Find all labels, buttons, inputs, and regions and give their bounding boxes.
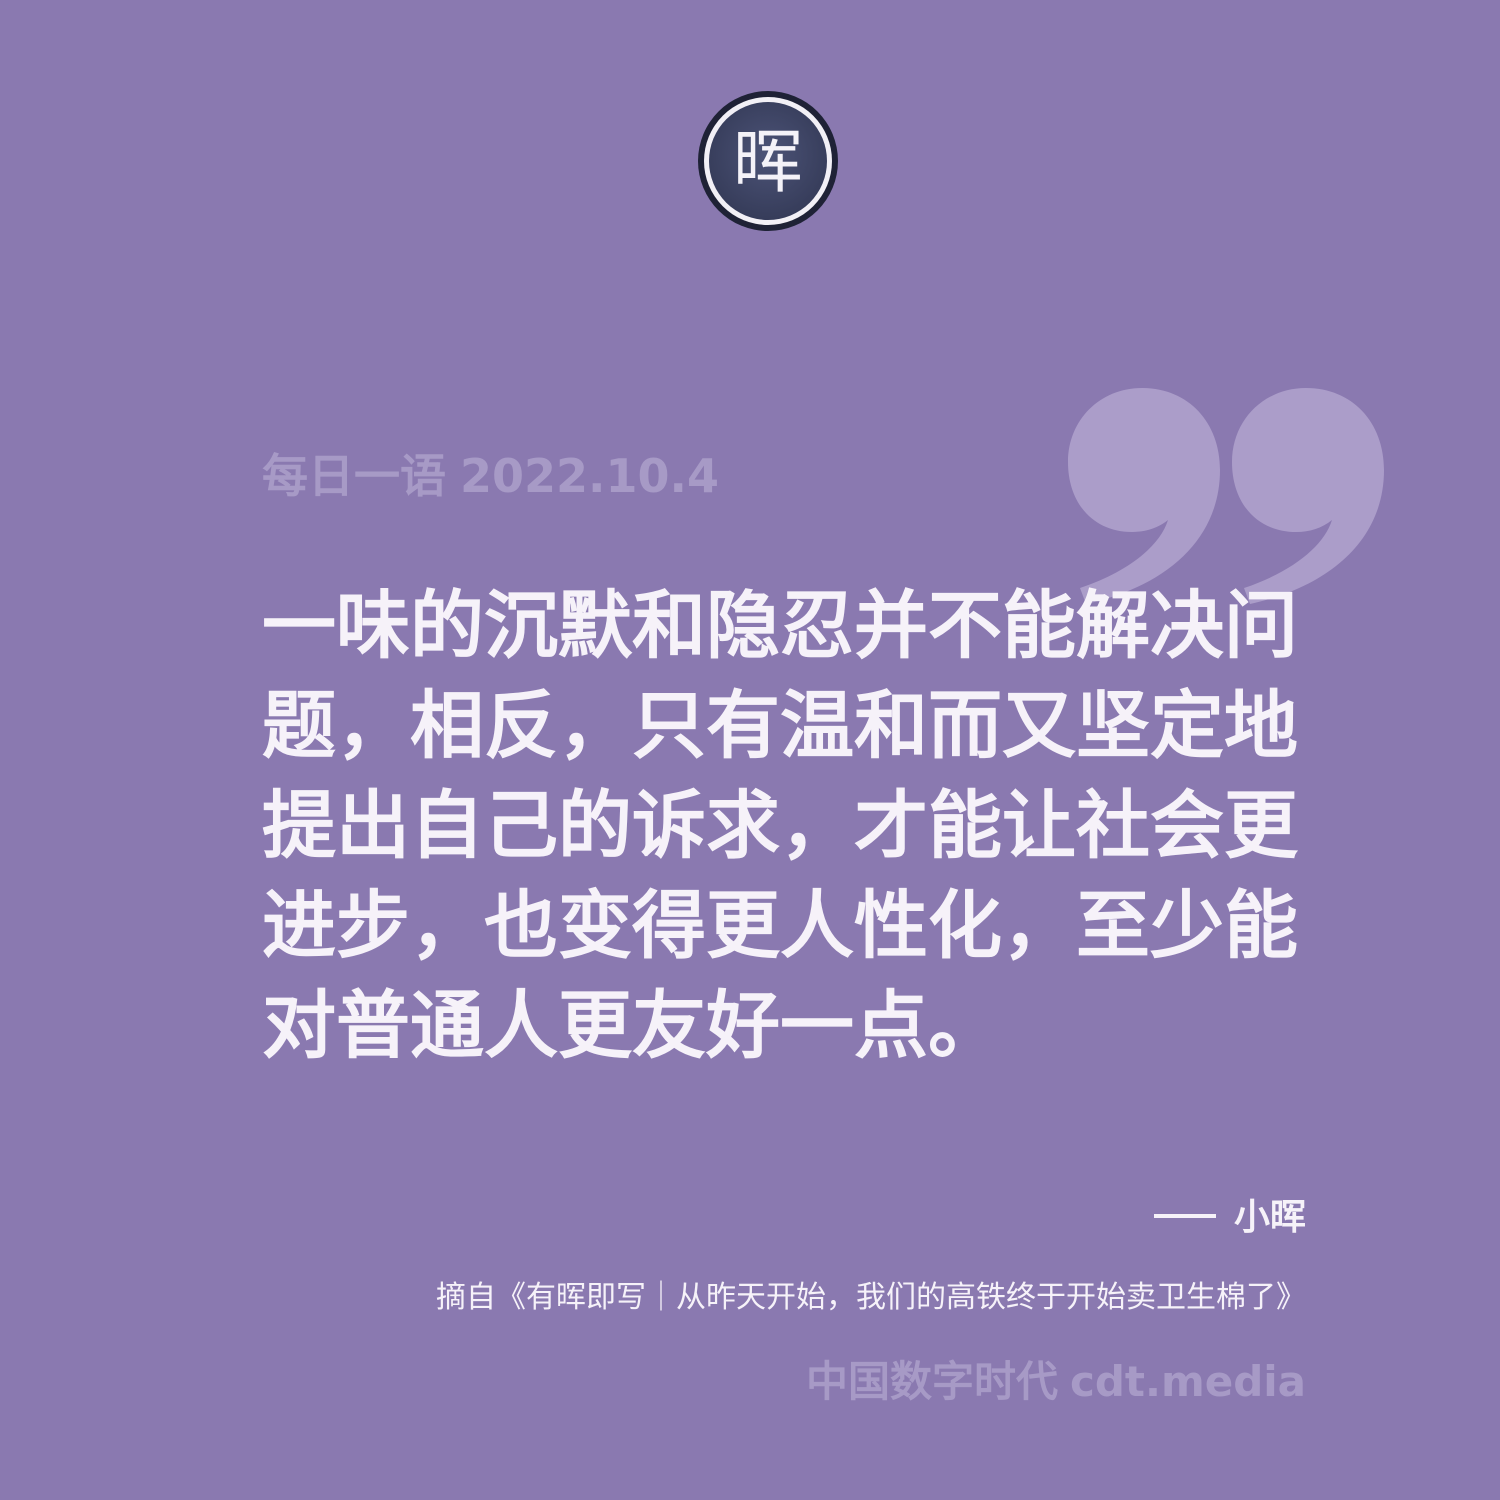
circle-seal-logo-icon: 晖	[698, 91, 838, 231]
quote-text: 一味的沉默和隐忍并不能解决问 题，相反，只有温和而又坚定地 提出自己的诉求，才能…	[262, 576, 1312, 1076]
source-citation: 摘自《有晖即写｜从昨天开始，我们的高铁终于开始卖卫生棉了》	[436, 1280, 1306, 1315]
daily-quote-header: 每日一语 2022.10.4	[262, 448, 962, 504]
quote-line: 一味的沉默和隐忍并不能解决问	[262, 583, 1298, 669]
closing-quote-icon	[1050, 378, 1390, 608]
logo-glyph: 晖	[733, 121, 803, 203]
header-title: 每日一语	[262, 449, 446, 503]
brand-domain: cdt.media	[1069, 1357, 1306, 1406]
quote-line: 提出自己的诉求，才能让社会更	[262, 783, 1298, 869]
author-name: 小晖	[1233, 1197, 1306, 1238]
author-attribution: 小晖	[1153, 1196, 1306, 1240]
brand-name: 中国数字时代	[805, 1357, 1058, 1406]
footer-brand: 中国数字时代 cdt.media	[806, 1356, 1306, 1408]
quote-line: 题，相反，只有温和而又坚定地	[262, 683, 1298, 769]
quote-line: 进步，也变得更人性化，至少能	[262, 883, 1298, 969]
seal-logo: 晖	[697, 90, 839, 232]
quote-line: 对普通人更友好一点。	[262, 983, 1002, 1069]
header-date: 2022.10.4	[460, 449, 719, 503]
em-dash-divider	[1153, 1214, 1216, 1218]
